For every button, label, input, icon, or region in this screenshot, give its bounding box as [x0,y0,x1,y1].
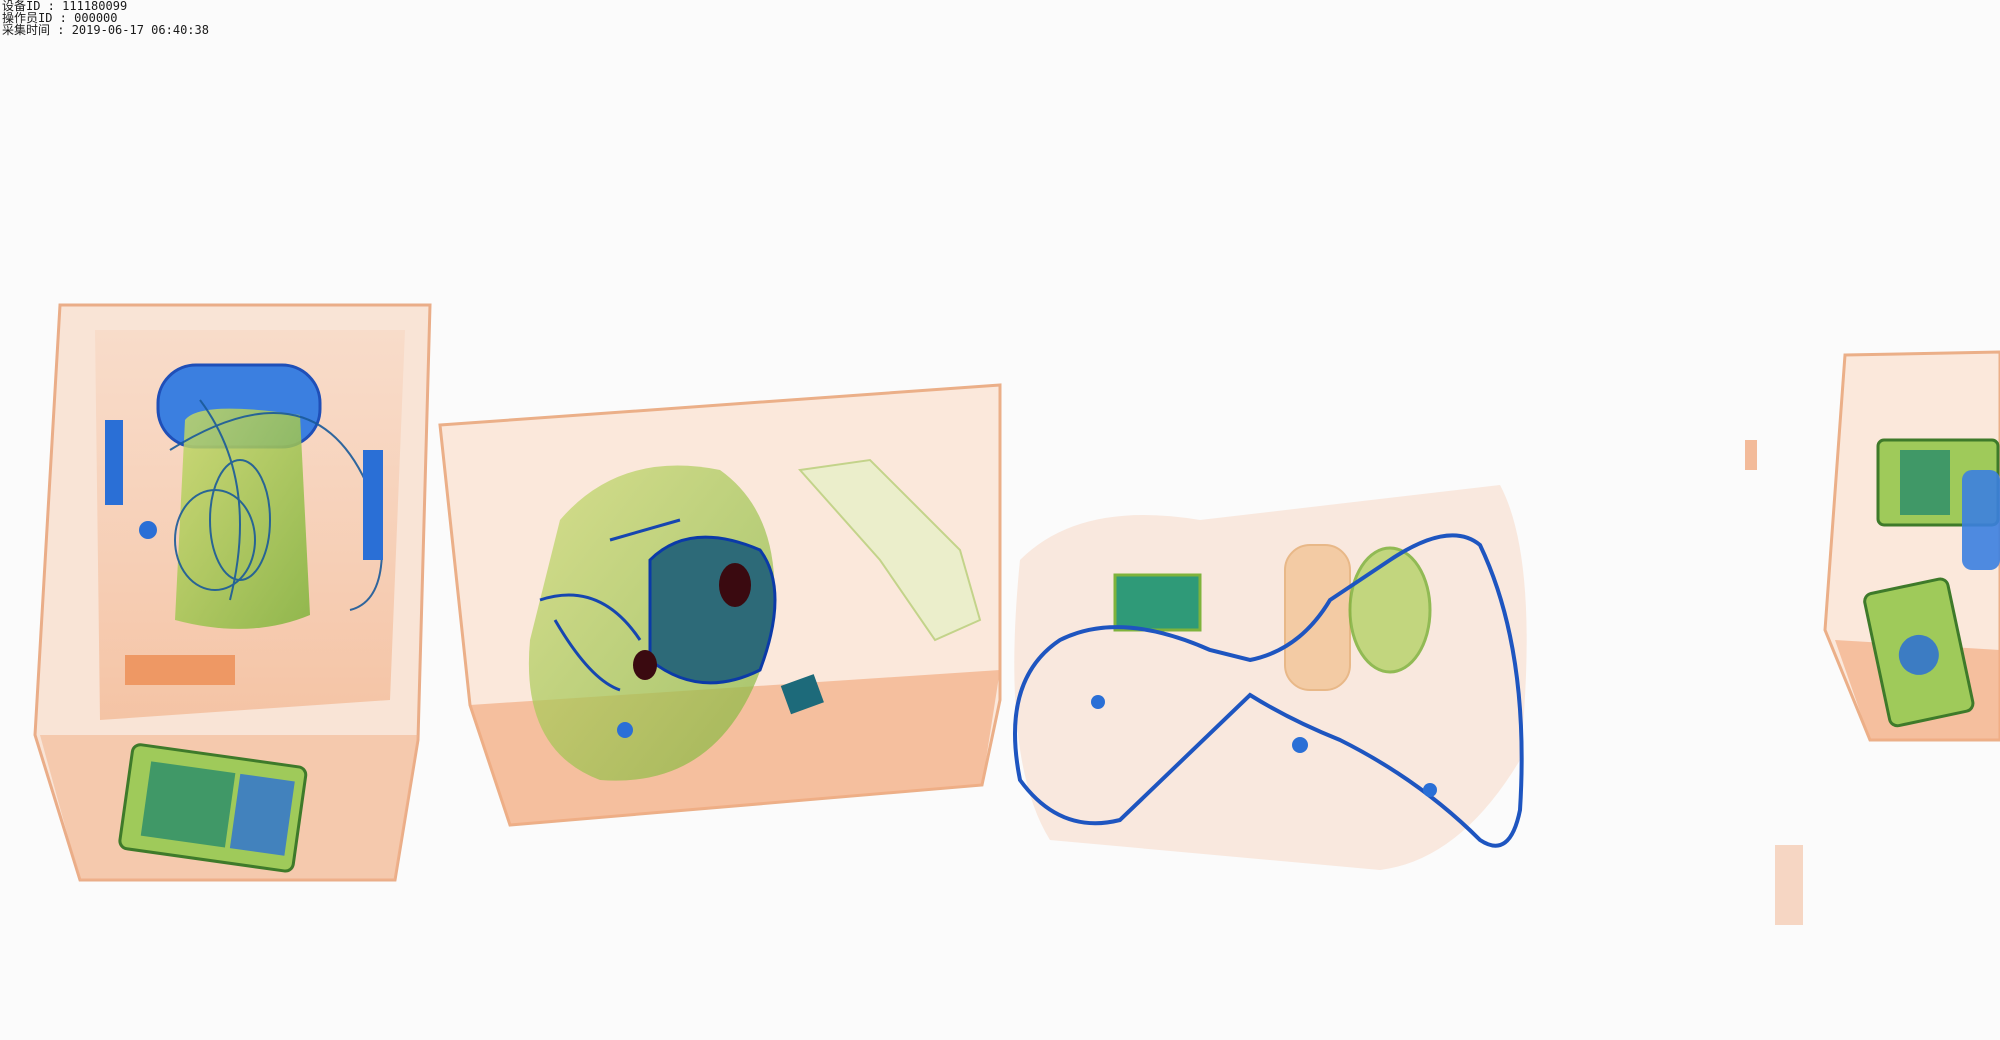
tray-4 [1823,350,2000,742]
cable-loop [1013,533,1524,848]
tray-3 [1013,485,1527,870]
separator: : [50,23,72,37]
separator: : [52,11,75,25]
green-box [1113,573,1202,632]
phone-2 [1863,577,1975,728]
capture-time-label: 采集时间 [2,23,51,37]
device-id-label: 设备ID [2,0,41,13]
tray-1 [33,303,432,882]
operator-id-value: 000000 [74,11,118,25]
operator-id-row: 操作员ID : 000000 [2,12,209,24]
phone-1 [118,743,308,873]
artifact-marks [1745,440,1803,925]
scan-info-overlay: 设备ID : 111180099 操作员ID : 000000 采集时间 : 2… [2,0,209,36]
operator-id-label: 操作员ID [2,11,53,25]
tray-2 [438,383,1002,827]
capture-time-value: 2019-06-17 06:40:38 [71,23,209,37]
cable-connector [105,420,123,505]
separator: : [40,0,63,13]
device-id-value: 111180099 [62,0,128,13]
device-id-row: 设备ID : 111180099 [2,0,209,12]
capture-time-row: 采集时间 : 2019-06-17 06:40:38 [2,24,209,36]
